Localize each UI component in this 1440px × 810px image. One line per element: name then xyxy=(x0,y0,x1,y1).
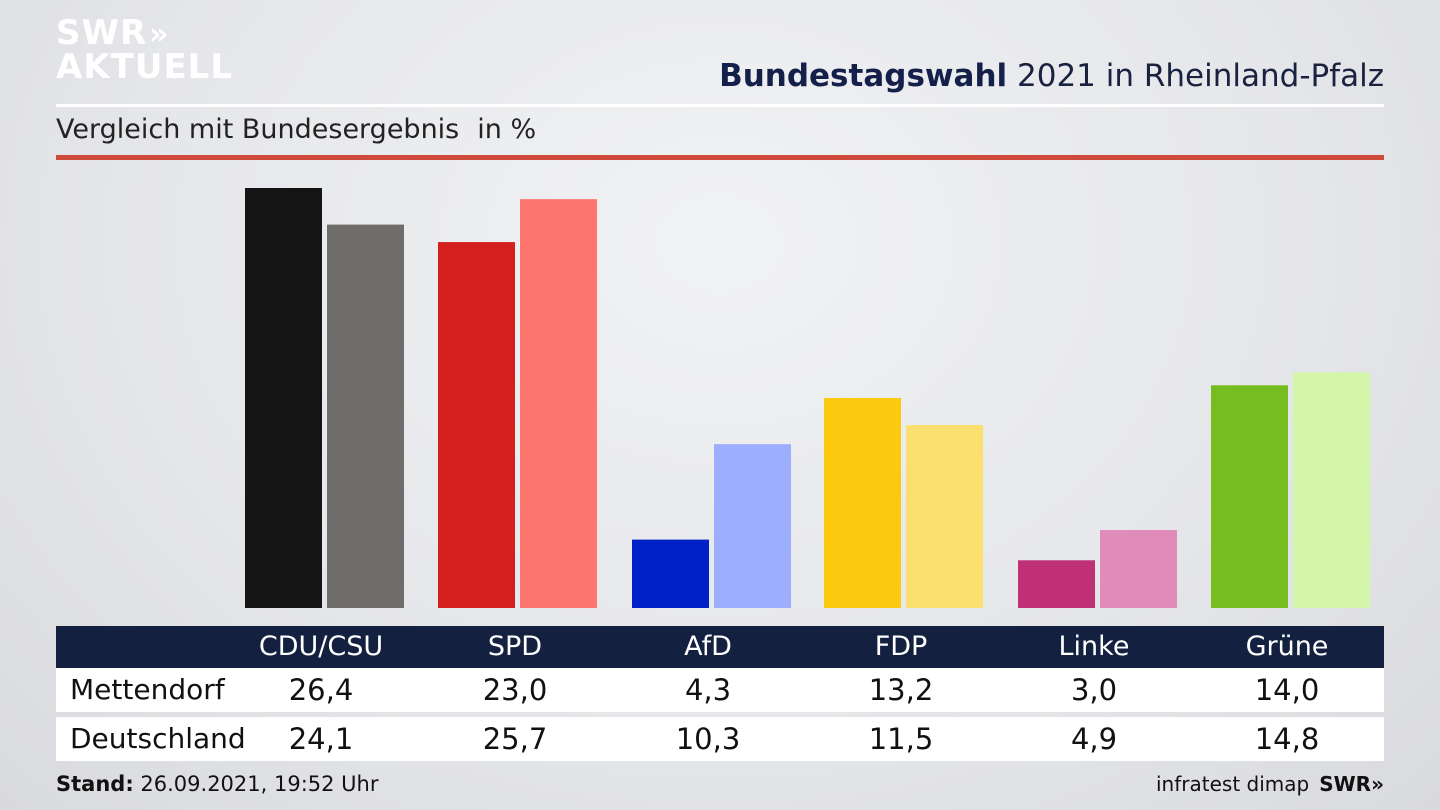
bar-fdp-deutschland xyxy=(906,425,983,608)
bar-linke-mettendorf xyxy=(1018,560,1095,608)
column-header: FDP xyxy=(874,631,928,662)
bar-grüne-deutschland xyxy=(1293,372,1370,608)
chart-subtitle: Vergleich mit Bundesergebnis in % xyxy=(56,114,536,145)
timestamp: Stand: 26.09.2021, 19:52 Uhr xyxy=(56,772,379,796)
table-cell: 4,9 xyxy=(1070,722,1118,756)
table-cell: 14,0 xyxy=(1254,673,1320,707)
swr-brand: SWR» xyxy=(1319,772,1384,796)
bar-grüne-mettendorf xyxy=(1211,385,1288,608)
subtitle-text: Vergleich mit Bundesergebnis xyxy=(56,114,460,145)
table-cell: 14,8 xyxy=(1254,722,1320,756)
title-rest: 2021 in Rheinland-Pfalz xyxy=(1007,58,1384,94)
source-label: infratest dimap xyxy=(1156,772,1310,796)
table-header: CDU/CSU SPD AfD FDP Linke Grüne xyxy=(56,626,1384,668)
page-title: Bundestagswahl 2021 in Rheinland-Pfalz xyxy=(719,58,1384,94)
bar-spd-deutschland xyxy=(520,199,597,609)
table-cell: 26,4 xyxy=(288,673,354,707)
logo-line-1: SWR» xyxy=(56,13,170,53)
header-divider xyxy=(56,104,1384,107)
bar-chart xyxy=(245,188,1370,609)
subtitle-divider xyxy=(56,155,1384,160)
column-header: CDU/CSU xyxy=(258,631,384,662)
stand-value: 26.09.2021, 19:52 Uhr xyxy=(133,772,379,796)
table-row: Deutschland 24,1 25,7 10,3 11,5 4,9 14,8 xyxy=(56,717,1384,761)
table-cell: 25,7 xyxy=(482,722,548,756)
title-bold: Bundestagswahl xyxy=(719,58,1008,94)
bar-fdp-mettendorf xyxy=(824,398,901,608)
bar-afd-deutschland xyxy=(714,444,791,608)
column-header: SPD xyxy=(487,631,543,662)
bar-cdu-csu-deutschland xyxy=(327,224,404,608)
table-row: Mettendorf 26,4 23,0 4,3 13,2 3,0 14,0 xyxy=(56,668,1384,712)
swr-aktuell-logo: SWR» AKTUELL xyxy=(56,16,233,84)
stand-label: Stand: xyxy=(56,772,134,796)
table-cell: 13,2 xyxy=(868,673,934,707)
table-cell: 23,0 xyxy=(482,673,548,707)
row-label: Mettendorf xyxy=(70,673,225,706)
column-header: AfD xyxy=(684,631,732,662)
table-cell: 10,3 xyxy=(675,722,741,756)
column-header: Linke xyxy=(1058,631,1130,662)
table-cell: 4,3 xyxy=(684,673,732,707)
bar-linke-deutschland xyxy=(1100,530,1177,608)
source-credit: infratest dimap SWR» xyxy=(1156,772,1384,796)
table-cell: 24,1 xyxy=(288,722,354,756)
bar-afd-mettendorf xyxy=(632,539,709,608)
bar-cdu-csu-mettendorf xyxy=(245,188,322,608)
column-header: Grüne xyxy=(1245,631,1329,662)
row-label: Deutschland xyxy=(70,722,246,755)
bar-spd-mettendorf xyxy=(438,242,515,608)
results-table: CDU/CSU SPD AfD FDP Linke Grüne Mettendorf 26… xyxy=(56,626,1384,761)
unit-label: in % xyxy=(477,114,537,145)
table-cell: 3,0 xyxy=(1070,673,1118,707)
logo-line-2: AKTUELL xyxy=(56,47,234,87)
table-cell: 11,5 xyxy=(868,722,934,756)
